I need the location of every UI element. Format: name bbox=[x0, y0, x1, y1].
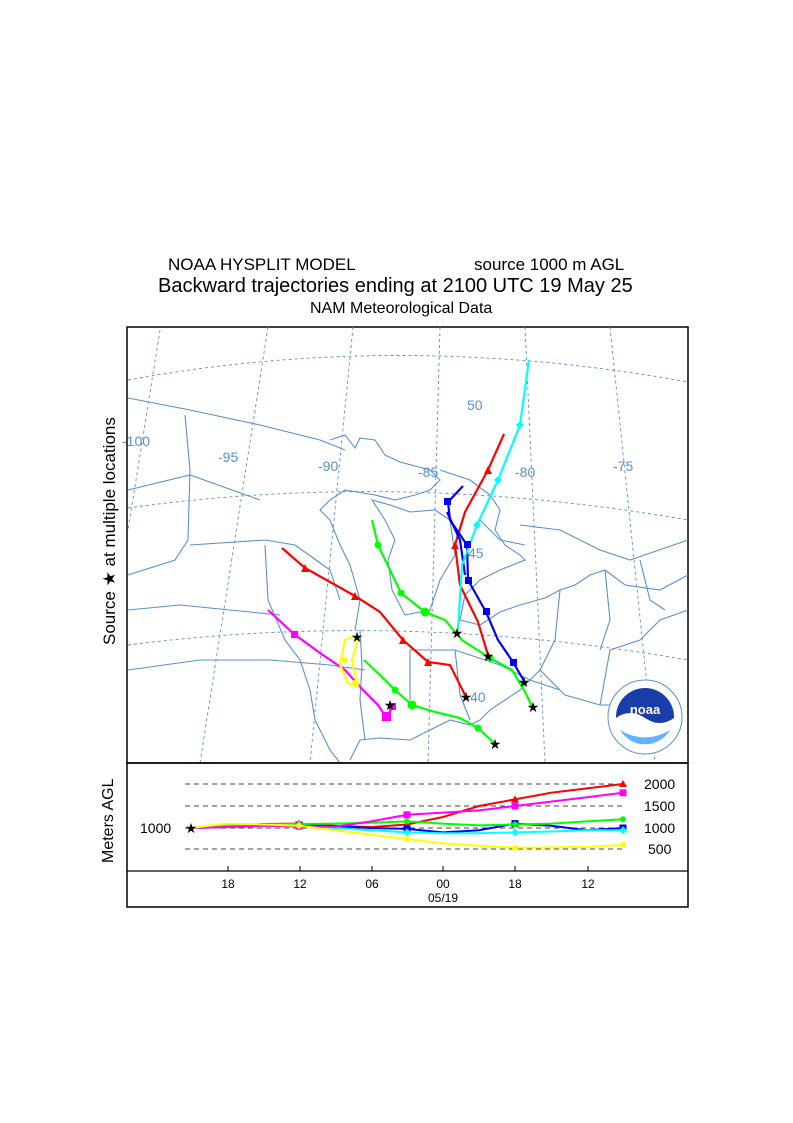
marker-blue-1 bbox=[444, 498, 451, 505]
marker-yellow-2 bbox=[352, 680, 358, 686]
source-star-7: ★ bbox=[527, 699, 540, 715]
marker-red-6 bbox=[451, 541, 459, 549]
marker-cyan-3 bbox=[473, 521, 481, 529]
marker-yellow-1 bbox=[342, 657, 348, 663]
time-tick-4: 00 bbox=[436, 877, 450, 891]
lon-label-75: -75 bbox=[613, 458, 633, 474]
lon-label-80: -80 bbox=[515, 464, 535, 480]
source-star-3: ★ bbox=[451, 625, 464, 641]
marker-green-2 bbox=[397, 589, 405, 597]
height-panel-frame bbox=[126, 762, 689, 908]
trajectory-red-a bbox=[281, 547, 467, 698]
height-marker-4-12 bbox=[620, 816, 626, 823]
marker-green-6 bbox=[407, 700, 417, 710]
noaa-logo-text: noaa bbox=[630, 702, 661, 717]
trajectory-lines bbox=[267, 359, 533, 744]
marker-green-1 bbox=[374, 541, 382, 549]
marker-red-2 bbox=[351, 592, 359, 600]
marker-green-4 bbox=[486, 654, 494, 662]
height-label-2000: 2000 bbox=[644, 776, 675, 792]
source-star-6: ★ bbox=[518, 674, 531, 690]
height-marker-6-6 bbox=[404, 836, 410, 842]
map-axis-labels: -100 -95 -90 -85 -80 -75 50 45 40 bbox=[122, 397, 633, 705]
trajectory-yellow bbox=[338, 634, 360, 689]
lon-label-95: -95 bbox=[218, 449, 238, 465]
trajectory-markers bbox=[291, 421, 524, 732]
height-marker-3-9 bbox=[511, 828, 519, 837]
marker-blue-4 bbox=[483, 608, 490, 615]
source-stars: ★ ★ ★ ★ ★ ★ ★ ★ bbox=[351, 625, 540, 752]
height-marker-1-9 bbox=[511, 795, 519, 803]
height-right-labels: 2000 1500 1000 500 bbox=[644, 776, 675, 857]
marker-blue-3 bbox=[465, 577, 472, 584]
height-marker-5-9 bbox=[511, 802, 519, 810]
marker-red-5 bbox=[484, 466, 492, 474]
source-star-4: ★ bbox=[460, 689, 473, 705]
marker-blue-5 bbox=[510, 659, 517, 666]
height-marker-3-6 bbox=[403, 828, 411, 837]
source-star-8: ★ bbox=[489, 736, 502, 752]
marker-red-3 bbox=[399, 636, 407, 644]
map-boundaries bbox=[127, 397, 689, 764]
lon-label-85: -85 bbox=[418, 464, 438, 480]
height-marker-6-12 bbox=[620, 841, 626, 848]
lat-label-45: 45 bbox=[468, 545, 484, 561]
trajectory-magenta bbox=[267, 609, 394, 719]
height-label-1000: 1000 bbox=[644, 820, 675, 836]
time-tick-6: 12 bbox=[581, 877, 595, 891]
time-tick-1: 18 bbox=[221, 877, 235, 891]
lat-label-40: 40 bbox=[470, 689, 486, 705]
time-tick-5: 18 bbox=[508, 877, 522, 891]
height-marker-1-12 bbox=[619, 780, 627, 787]
marker-green-3 bbox=[420, 607, 430, 617]
met-data-title: NAM Meteorological Data bbox=[310, 300, 493, 317]
trajectory-green-a bbox=[370, 519, 533, 707]
model-title: NOAA HYSPLIT MODEL bbox=[168, 255, 356, 274]
time-axis-ticks bbox=[227, 866, 589, 871]
height-series bbox=[190, 780, 627, 851]
marker-magenta-1 bbox=[291, 631, 298, 638]
noaa-logo: noaa bbox=[607, 679, 683, 755]
marker-magenta-3 bbox=[389, 703, 396, 710]
height-marker-6-3 bbox=[296, 822, 302, 829]
marker-cyan-2 bbox=[494, 476, 502, 484]
trajectory-cyan bbox=[456, 359, 531, 631]
height-marker-4-6 bbox=[404, 818, 410, 825]
height-marker-5-6 bbox=[403, 811, 411, 819]
lon-label-100: -100 bbox=[122, 433, 150, 449]
marker-green-5 bbox=[391, 686, 399, 694]
time-axis-labels: 18 12 06 00 18 12 05/19 bbox=[221, 877, 595, 905]
source-height-label: 1000 bbox=[140, 820, 171, 836]
height-marker-5-12 bbox=[619, 789, 627, 797]
chart-title: Backward trajectories ending at 2100 UTC… bbox=[158, 275, 633, 297]
date-label: 05/19 bbox=[428, 891, 458, 905]
marker-green-7 bbox=[474, 724, 482, 732]
marker-magenta-2 bbox=[382, 712, 391, 721]
height-marker-4-9 bbox=[512, 821, 518, 828]
map-graticule bbox=[127, 326, 689, 764]
height-label-500: 500 bbox=[648, 841, 672, 857]
source-height-title: source 1000 m AGL bbox=[474, 255, 625, 274]
lon-label-90: -90 bbox=[318, 458, 338, 474]
source-star-2: ★ bbox=[384, 697, 397, 713]
map-frame bbox=[126, 326, 689, 764]
height-marker-3-12 bbox=[619, 826, 627, 835]
marker-red-4 bbox=[424, 658, 432, 666]
height-marker-6-9 bbox=[512, 844, 518, 851]
marker-blue-2 bbox=[464, 541, 471, 548]
time-tick-3: 06 bbox=[365, 877, 379, 891]
height-label-1500: 1500 bbox=[644, 798, 675, 814]
time-tick-2: 12 bbox=[293, 877, 307, 891]
marker-cyan-1 bbox=[516, 421, 524, 429]
marker-red-1 bbox=[301, 564, 309, 572]
lat-label-50: 50 bbox=[467, 397, 483, 413]
source-star-1: ★ bbox=[351, 629, 364, 645]
source-star-5: ★ bbox=[482, 648, 495, 664]
height-source-star: ★ bbox=[185, 820, 198, 836]
